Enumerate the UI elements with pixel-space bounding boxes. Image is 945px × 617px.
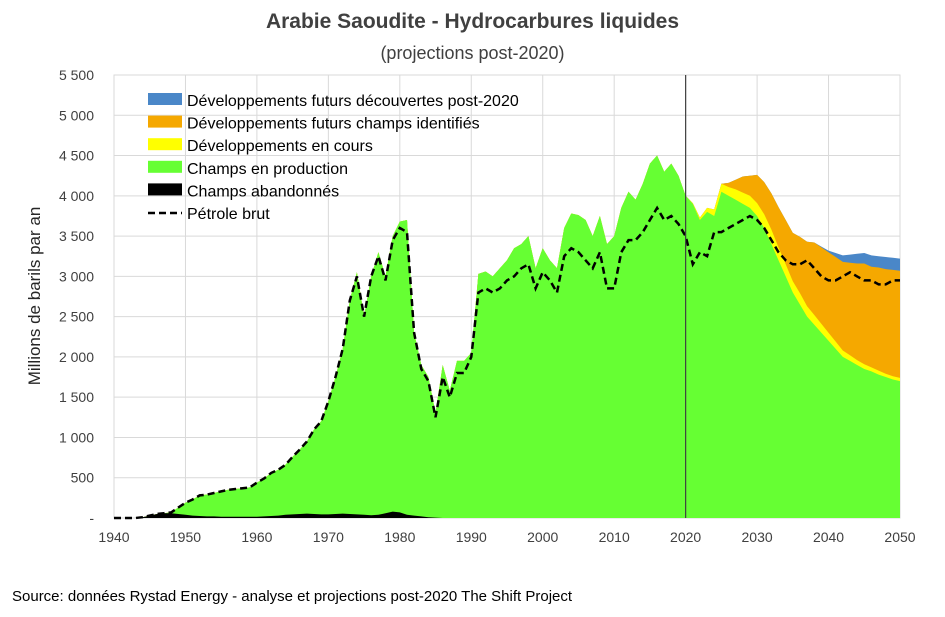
y-tick-label: - [89, 510, 94, 526]
y-tick-label: 4 000 [59, 188, 94, 204]
chart-title: Arabie Saoudite - Hydrocarbures liquides [265, 10, 680, 33]
x-tick-label: 1980 [384, 529, 415, 545]
source-note: Source: données Rystad Energy - analyse … [12, 588, 573, 605]
line-petrole-brut [114, 205, 900, 520]
legend-label: Champs abandonnés [187, 183, 339, 200]
y-tick-label: 4 500 [59, 148, 94, 164]
y-tick-label: 1 500 [59, 389, 94, 405]
legend-swatch [148, 160, 182, 173]
x-tick-label: 1990 [456, 529, 487, 545]
legend-swatch [148, 138, 182, 151]
y-tick-label: 3 500 [59, 228, 94, 244]
x-tick-label: 1960 [241, 529, 272, 545]
x-tick-label: 1970 [313, 529, 344, 545]
x-tick-label: 2050 [884, 529, 915, 545]
y-tick-label: 3 000 [59, 268, 94, 284]
axes: - 500 1 000 1 500 2 000 2 500 3 000 3 500 4 000 4… [59, 67, 916, 545]
legend: Développements futurs découvertes post-2… [148, 93, 519, 223]
legend-label: Développements en cours [187, 138, 373, 155]
legend-label: Pétrole brut [187, 206, 270, 223]
x-tick-label: 2000 [527, 529, 558, 545]
y-axis-label: Millions de barils par an [25, 207, 44, 386]
line-series [114, 75, 900, 520]
legend-label: Développements futurs champs identifiés [187, 116, 480, 133]
y-tick-label: 5 500 [59, 67, 94, 83]
x-tick-label: 1940 [98, 529, 129, 545]
y-tick-label: 2 000 [59, 349, 94, 365]
y-tick-label: 1 000 [59, 429, 94, 445]
legend-swatch [148, 93, 182, 105]
x-tick-label: 2020 [670, 529, 701, 545]
area-series [114, 155, 900, 518]
y-tick-label: 500 [71, 470, 95, 486]
y-tick-label: 2 500 [59, 309, 94, 325]
area-champs-en-production [114, 155, 900, 518]
area-champs-abandonnes [114, 511, 900, 518]
legend-label: Développements futurs découvertes post-2… [187, 93, 519, 110]
legend-swatch [148, 183, 182, 196]
legend-swatch [148, 115, 182, 128]
x-tick-label: 2040 [813, 529, 844, 545]
y-tick-label: 5 000 [59, 107, 94, 123]
legend-label: Champs en production [187, 161, 348, 178]
x-tick-label: 2010 [599, 529, 630, 545]
x-tick-label: 1950 [170, 529, 201, 545]
chart-subtitle: (projections post-2020) [380, 43, 565, 63]
x-tick-label: 2030 [742, 529, 773, 545]
